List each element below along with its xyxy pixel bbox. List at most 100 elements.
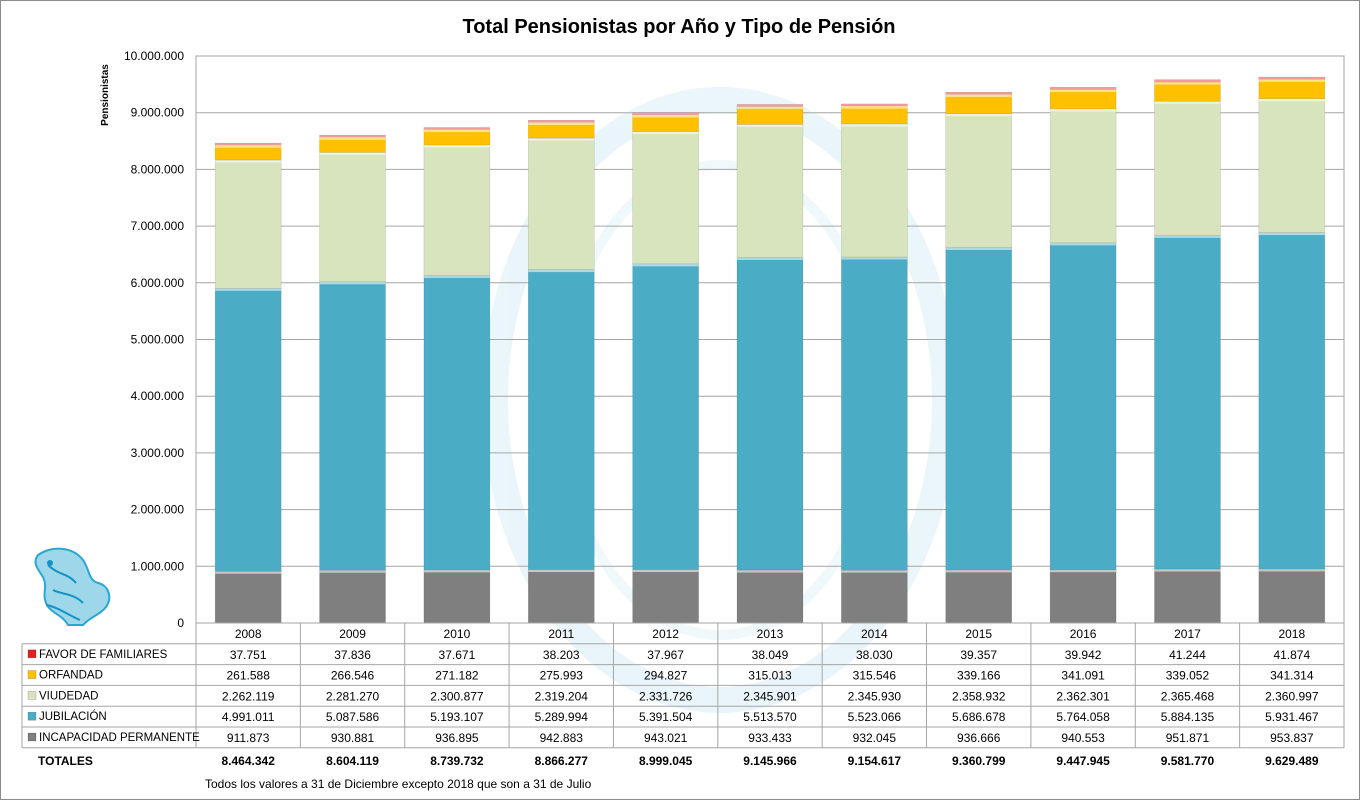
table-cell: 936.666 [957, 731, 1001, 745]
data-table: 2008 2009 2010 2011 2012 2013 2014 2015 2016 2017… [21, 622, 1345, 768]
total-value: 9.581.770 [1161, 754, 1215, 768]
bar-highlight [1258, 568, 1325, 572]
category-label-2016: 2016 [1070, 627, 1097, 641]
table-cell: 38.203 [543, 648, 580, 662]
table-cell: 5.931.467 [1265, 710, 1319, 724]
y-tick-label: 5.000.000 [131, 333, 185, 347]
bar-viudedad-2012 [632, 131, 699, 265]
bar-incapacidad-permanente-2014 [841, 569, 908, 624]
table-cell: 341.091 [1061, 669, 1105, 683]
legend-key-favor-de-familiares [27, 649, 37, 659]
category-label-2018: 2018 [1278, 627, 1305, 641]
bar-jubilaci-n-2008 [214, 288, 282, 572]
y-tick-label: 1.000.000 [131, 559, 185, 573]
bar-orfandad-2014 [841, 105, 908, 125]
category-label-2012: 2012 [652, 627, 679, 641]
bar-highlight [528, 120, 595, 123]
table-cell: 5.513.570 [743, 710, 797, 724]
bar-stack-2012 [632, 112, 699, 624]
bar-viudedad-2011 [527, 137, 595, 270]
bar-highlight [632, 569, 699, 573]
table-cell: 2.360.997 [1265, 689, 1319, 703]
bar-highlight [319, 281, 386, 285]
bar-stack-2011 [527, 119, 595, 624]
table-cell: 5.523.066 [848, 710, 902, 724]
total-value: 8.604.119 [326, 754, 379, 768]
bar-highlight [841, 570, 908, 573]
bar-jubilaci-n-2015 [945, 247, 1013, 571]
bar-highlight [215, 145, 282, 148]
table-cell: 261.588 [226, 669, 270, 683]
table-cell: 2.358.932 [952, 689, 1006, 703]
bar-highlight [1154, 235, 1221, 238]
table-cell: 339.052 [1166, 669, 1210, 683]
y-tick-label: 9.000.000 [131, 106, 185, 120]
table-cell: 2.281.270 [326, 689, 380, 703]
table-cell: 2.331.726 [639, 689, 693, 703]
bar-highlight [737, 104, 803, 107]
bar-highlight [632, 263, 699, 267]
table-cell: 315.546 [853, 669, 897, 683]
table-cell: 339.166 [957, 669, 1001, 683]
table-cell: 951.871 [1166, 731, 1210, 745]
bar-highlight [1258, 77, 1325, 80]
bar-highlight [1258, 79, 1325, 82]
table-cell: 341.314 [1270, 669, 1314, 683]
bar-viudedad-2010 [423, 144, 491, 276]
table-cell: 5.087.586 [326, 710, 380, 724]
bar-highlight [423, 275, 490, 278]
total-value: 8.999.045 [639, 754, 693, 768]
bar-viudedad-2009 [319, 152, 386, 283]
table-cell: 940.553 [1061, 731, 1105, 745]
table-cell: 41.874 [1273, 648, 1310, 662]
bar-stack-2018 [1258, 76, 1326, 624]
table-cell: 38.049 [752, 648, 789, 662]
table-cell: 37.836 [334, 648, 371, 662]
table-cell: 294.827 [644, 669, 688, 683]
table-cell: 315.013 [748, 669, 792, 683]
bar-stack-2016 [1049, 87, 1117, 624]
table-cell: 2.300.877 [430, 689, 484, 703]
bar-incapacidad-permanente-2013 [736, 569, 804, 624]
bar-viudedad-2017 [1154, 100, 1221, 236]
bar-stack-2009 [319, 134, 386, 624]
bar-orfandad-2015 [945, 94, 1013, 115]
bar-incapacidad-permanente-2011 [527, 569, 595, 624]
bars [214, 76, 1326, 624]
bar-highlight [528, 122, 595, 125]
bar-highlight [1154, 79, 1221, 83]
table-cell: 943.021 [644, 731, 688, 745]
total-value: 9.360.799 [952, 754, 1006, 768]
table-cell: 2.345.930 [848, 689, 902, 703]
bar-jubilaci-n-2016 [1049, 242, 1117, 570]
bar-highlight [319, 135, 386, 138]
bar-highlight [1258, 98, 1325, 102]
bar-highlight [1050, 89, 1117, 93]
bar-incapacidad-permanente-2010 [423, 569, 491, 624]
bar-orfandad-2012 [632, 114, 699, 132]
bar-highlight [737, 257, 803, 260]
bar-incapacidad-permanente-2017 [1154, 568, 1221, 624]
bar-viudedad-2016 [1049, 108, 1117, 244]
table-cell: 39.357 [960, 648, 997, 662]
bar-highlight [841, 103, 908, 107]
y-tick-label: 3.000.000 [131, 446, 185, 460]
table-cell: 37.671 [439, 648, 476, 662]
legend-key-viudedad [27, 691, 37, 700]
bar-viudedad-2015 [945, 113, 1013, 248]
bar-stack-2017 [1154, 79, 1221, 624]
bar-viudedad-2013 [736, 124, 804, 258]
bar-viudedad-2018 [1258, 98, 1326, 233]
bar-highlight [737, 106, 803, 110]
legend-label: ORFANDAD [39, 670, 103, 682]
total-value: 8.464.342 [221, 754, 275, 768]
bar-incapacidad-permanente-2016 [1049, 569, 1117, 624]
table-cell: 2.362.301 [1056, 689, 1110, 703]
bar-stack-2013 [736, 104, 804, 624]
bar-highlight [528, 569, 595, 573]
table-cell: 5.391.504 [639, 710, 693, 724]
table-cell: 37.751 [230, 648, 267, 662]
bar-jubilaci-n-2012 [632, 263, 699, 570]
bar-stack-2008 [214, 142, 282, 624]
chart-title: Total Pensionistas por Año y Tipo de Pen… [462, 16, 895, 38]
